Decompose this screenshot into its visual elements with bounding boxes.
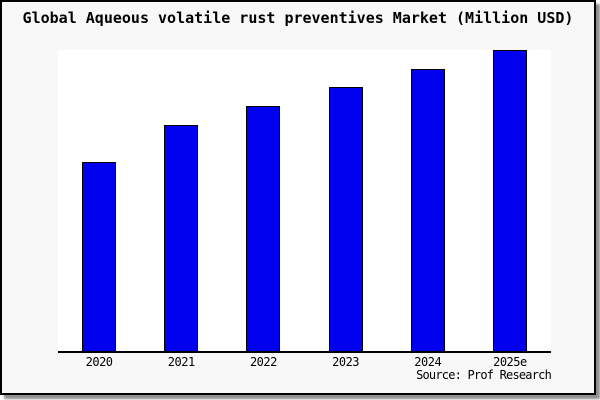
x-tick-label-2020: 2020 — [85, 355, 113, 369]
x-tick-label-2025e: 2025e — [493, 355, 527, 369]
bar-2024 — [410, 68, 445, 351]
bar-2023 — [328, 87, 363, 351]
bar-2021 — [164, 124, 199, 351]
bar-2022 — [246, 106, 281, 351]
bar-2025e — [492, 50, 527, 351]
x-tick-label-2022: 2022 — [249, 355, 277, 369]
source-caption: Source: Prof Research — [416, 368, 552, 382]
x-axis-labels: 2020 2021 2022 2023 2024 2025e — [58, 355, 551, 370]
x-tick-label-2021: 2021 — [167, 355, 195, 369]
x-tick-label-2024: 2024 — [414, 355, 442, 369]
plot-area — [58, 50, 551, 353]
chart-title: Global Aqueous volatile rust preventives… — [22, 9, 574, 27]
x-tick-label-2023: 2023 — [332, 355, 360, 369]
bar-2020 — [82, 161, 117, 351]
